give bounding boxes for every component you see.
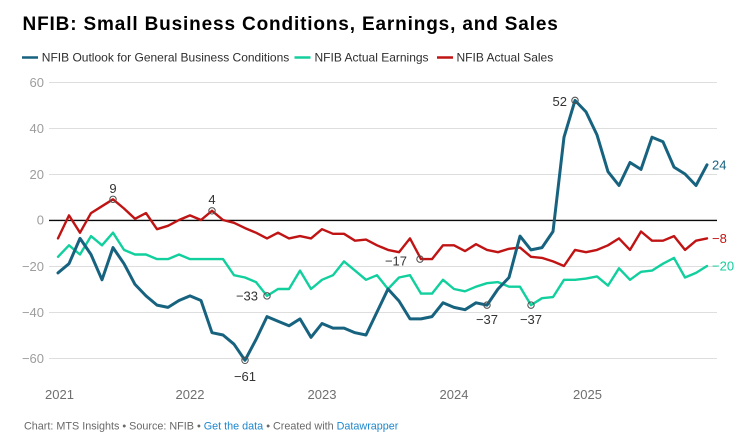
svg-text:−20: −20 — [22, 259, 44, 274]
svg-text:2022: 2022 — [176, 387, 205, 402]
svg-text:9: 9 — [109, 181, 116, 196]
svg-text:−61: −61 — [234, 369, 256, 384]
svg-text:−37: −37 — [476, 312, 498, 327]
svg-text:−20: −20 — [712, 259, 734, 274]
svg-text:2024: 2024 — [440, 387, 469, 402]
svg-text:52: 52 — [553, 94, 567, 109]
svg-text:24: 24 — [712, 158, 726, 173]
svg-text:60: 60 — [30, 75, 44, 90]
svg-text:4: 4 — [208, 192, 215, 207]
svg-text:NFIB Actual Sales: NFIB Actual Sales — [457, 50, 554, 64]
svg-text:2021: 2021 — [45, 387, 74, 402]
svg-text:NFIB Actual Earnings: NFIB Actual Earnings — [315, 50, 429, 64]
svg-text:NFIB Outlook for General Busin: NFIB Outlook for General Business Condit… — [42, 50, 289, 64]
svg-text:−17: −17 — [385, 254, 407, 269]
svg-text:Chart: MTS Insights • Source:: Chart: MTS Insights • Source: NFIB • Get… — [24, 420, 399, 432]
svg-text:−8: −8 — [712, 231, 727, 246]
svg-text:2025: 2025 — [573, 387, 602, 402]
svg-text:20: 20 — [30, 167, 44, 182]
svg-text:−33: −33 — [236, 289, 258, 304]
svg-text:NFIB: Small Business Condition: NFIB: Small Business Conditions, Earning… — [23, 14, 559, 35]
svg-text:40: 40 — [30, 121, 44, 136]
svg-text:−60: −60 — [22, 351, 44, 366]
svg-text:2023: 2023 — [308, 387, 337, 402]
svg-text:0: 0 — [37, 213, 44, 228]
svg-text:−40: −40 — [22, 305, 44, 320]
svg-text:−37: −37 — [520, 312, 542, 327]
